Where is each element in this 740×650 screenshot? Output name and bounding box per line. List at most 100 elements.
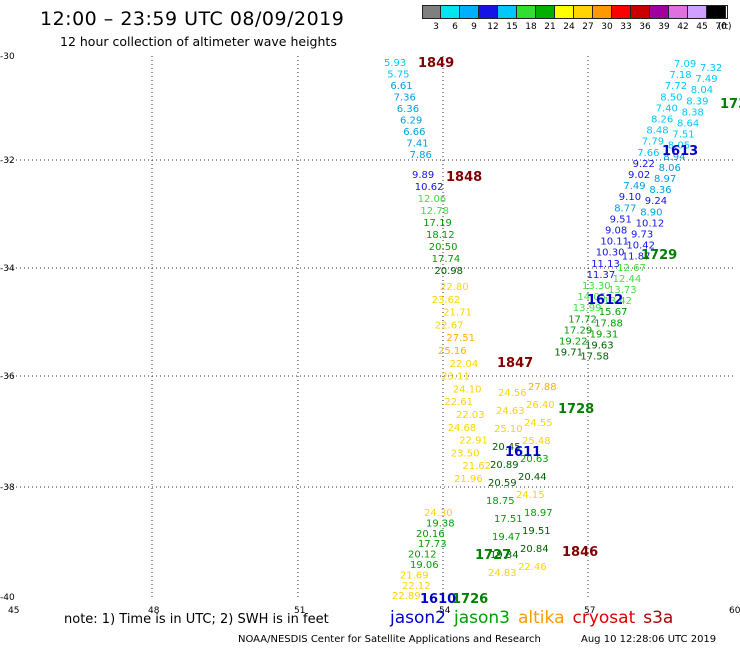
- scale-swatch: [498, 5, 517, 19]
- wave-height-value: 18.75: [486, 496, 515, 507]
- wave-height-value: 20.45: [492, 442, 521, 453]
- satellite-legend-item: altika: [518, 608, 565, 628]
- wave-height-value: 24.10: [453, 384, 482, 395]
- scale-frame: [422, 5, 728, 19]
- wave-height-value: 19.63: [585, 341, 614, 352]
- wave-height-value: 12.78: [420, 206, 449, 217]
- wave-height-value: 8.38: [682, 107, 704, 118]
- orbit-number-label: 173: [720, 97, 740, 112]
- longitude-tick-label: 57: [584, 606, 595, 616]
- orbit-number-label: 1727: [475, 548, 511, 563]
- wave-height-value: 19.06: [410, 560, 439, 571]
- satellite-legend-item: jason2: [390, 608, 446, 628]
- scale-label: 39: [658, 22, 670, 32]
- wave-height-value: 8.94: [663, 152, 685, 163]
- wave-height-value: 24.56: [498, 388, 527, 399]
- wave-height-value: 8.48: [646, 126, 668, 137]
- wave-height-value: 27.51: [446, 333, 475, 344]
- wave-height-value: 13.30: [582, 281, 611, 292]
- scale-swatch: [669, 5, 688, 19]
- scale-swatch: [536, 5, 555, 19]
- scale-swatch: [612, 5, 631, 19]
- longitude-tick-label: 51: [294, 606, 305, 616]
- wave-height-value: 17.72: [568, 314, 597, 325]
- orbit-number-label: 1728: [558, 402, 594, 417]
- wave-height-value: 17.74: [432, 254, 461, 265]
- latitude-tick-label: -36: [0, 372, 15, 382]
- wave-height-value: 8.90: [640, 207, 662, 218]
- scale-swatch: [479, 5, 498, 19]
- wave-height-value: 19.71: [554, 348, 583, 359]
- wave-height-value: 7.72: [665, 81, 687, 92]
- wave-height-value: 6.29: [400, 116, 422, 127]
- generated-timestamp: Aug 10 12:28:06 UTC 2019: [581, 634, 717, 645]
- wave-height-value: 12.44: [613, 274, 642, 285]
- units-note: note: 1) Time is in UTC; 2) SWH is in fe…: [64, 612, 329, 627]
- scale-label: 15: [506, 22, 518, 32]
- orbit-number-label: 1612: [587, 293, 623, 308]
- wave-height-value: 20.16: [416, 529, 445, 540]
- latitude-tick-label: -34: [0, 264, 15, 274]
- wave-height-value: 14.05: [577, 292, 606, 303]
- wave-height-value: 22.89: [392, 591, 421, 602]
- wave-height-value: 20.50: [429, 242, 458, 253]
- wave-height-value: 19.51: [522, 526, 551, 537]
- wave-height-value: 10.11: [600, 237, 629, 248]
- scale-swatch: [422, 5, 441, 19]
- wave-height-value: 13.99: [573, 303, 602, 314]
- scale-label: 9: [471, 22, 477, 32]
- wave-height-value: 9.73: [631, 230, 653, 241]
- scale-label: 70: [715, 22, 727, 32]
- wave-height-value: 17.29: [564, 325, 593, 336]
- wave-height-value: 13.73: [608, 285, 637, 296]
- wave-height-value: 12.06: [418, 194, 447, 205]
- scale-label: 12: [487, 22, 499, 32]
- wave-height-value: 24.63: [496, 406, 525, 417]
- wave-height-value: 20.89: [490, 460, 519, 471]
- wave-height-value: 17.58: [580, 352, 609, 363]
- wave-height-value: 7.49: [623, 181, 645, 192]
- wave-height-value: 21.62: [462, 461, 491, 472]
- wave-height-value: 11.37: [587, 270, 616, 281]
- wave-height-value: 21.96: [454, 474, 483, 485]
- scale-swatch: [707, 5, 726, 19]
- scale-label: 6: [452, 22, 458, 32]
- wave-height-value: 22.67: [435, 320, 464, 331]
- longitude-tick-label: 45: [8, 606, 19, 616]
- satellite-legend-item: cryosat: [572, 608, 636, 628]
- wave-height-value: 8.50: [660, 92, 682, 103]
- satellite-legend-item: jason3: [454, 608, 510, 628]
- wave-height-value: 24.83: [488, 568, 517, 579]
- orbit-number-label: 1846: [562, 545, 598, 560]
- wave-height-value: 17.73: [418, 539, 447, 550]
- wave-height-value: 8.97: [654, 174, 676, 185]
- wave-height-value: 11.87: [622, 252, 651, 263]
- wave-height-value: 6.66: [403, 127, 425, 138]
- wave-height-value: 8.36: [649, 185, 671, 196]
- wave-height-value: 11.13: [591, 259, 620, 270]
- credit-line: NOAA/NESDIS Center for Satellite Applica…: [238, 634, 541, 645]
- wave-height-value: 8.04: [691, 85, 713, 96]
- scale-swatch: [631, 5, 650, 19]
- wave-height-value: 10.62: [415, 182, 444, 193]
- map-subtitle: 12 hour collection of altimeter wave hei…: [60, 34, 337, 49]
- wave-height-value: 22.04: [450, 359, 479, 370]
- wave-height-value: 10.30: [596, 248, 625, 259]
- orbit-number-label: 1848: [446, 170, 482, 185]
- wave-height-value: 25.48: [522, 436, 551, 447]
- wave-height-value: 20.63: [520, 454, 549, 465]
- wave-height-value: 25.10: [494, 424, 523, 435]
- scale-swatch: [517, 5, 536, 19]
- wave-height-value: 8.77: [614, 203, 636, 214]
- wave-height-value: 7.40: [656, 103, 678, 114]
- wave-height-value: 7.36: [394, 93, 416, 104]
- wave-height-value: 17.88: [594, 318, 623, 329]
- wave-height-value: 8.26: [651, 115, 673, 126]
- wave-height-value: 20.44: [518, 472, 547, 483]
- wave-height-value: 18.97: [524, 508, 553, 519]
- wave-height-value: 9.08: [605, 226, 627, 237]
- satellite-legend: jason2 jason3 altika cryosat s3a: [390, 608, 681, 628]
- wave-height-value: 8.06: [659, 163, 681, 174]
- wave-height-value: 24.30: [424, 508, 453, 519]
